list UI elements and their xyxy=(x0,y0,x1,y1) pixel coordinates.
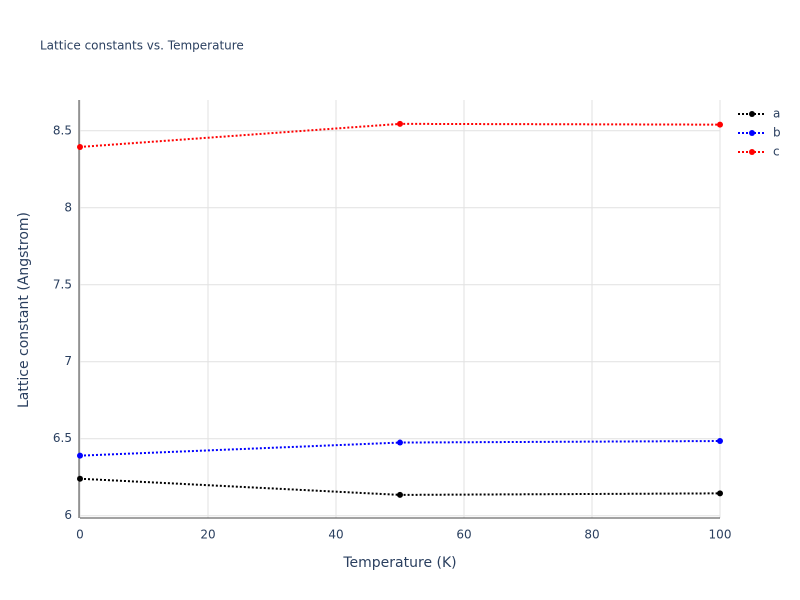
y-tick-label: 8.5 xyxy=(53,123,72,137)
y-tick-label: 7.5 xyxy=(53,277,72,291)
y-tick-label: 6 xyxy=(64,508,72,522)
data-point xyxy=(717,121,723,128)
legend-marker xyxy=(749,130,755,136)
x-tick-label: 0 xyxy=(76,528,84,542)
data-point xyxy=(77,452,83,459)
data-point xyxy=(717,438,723,445)
data-point xyxy=(397,120,403,127)
legend-label: c xyxy=(773,145,780,159)
data-point xyxy=(397,491,403,498)
y-tick-label: 6.5 xyxy=(53,431,72,445)
data-point xyxy=(717,490,723,497)
data-point xyxy=(77,475,83,482)
x-tick-label: 40 xyxy=(328,528,343,542)
y-tick-label: 7 xyxy=(64,354,72,368)
x-axis-label: Temperature (K) xyxy=(342,555,456,571)
legend-label: a xyxy=(773,107,780,121)
legend-label: b xyxy=(773,126,781,140)
legend-marker xyxy=(749,111,755,117)
x-tick-label: 60 xyxy=(456,528,471,542)
y-tick-label: 8 xyxy=(64,200,72,214)
data-point xyxy=(397,439,403,446)
legend-marker xyxy=(749,149,755,155)
x-tick-label: 100 xyxy=(709,528,732,542)
x-tick-label: 20 xyxy=(200,528,215,542)
chart-title: Lattice constants vs. Temperature xyxy=(40,39,244,53)
y-axis-label: Lattice constant (Angstrom) xyxy=(16,212,32,408)
x-tick-label: 80 xyxy=(584,528,599,542)
data-point xyxy=(77,143,83,150)
series-line xyxy=(79,122,721,148)
